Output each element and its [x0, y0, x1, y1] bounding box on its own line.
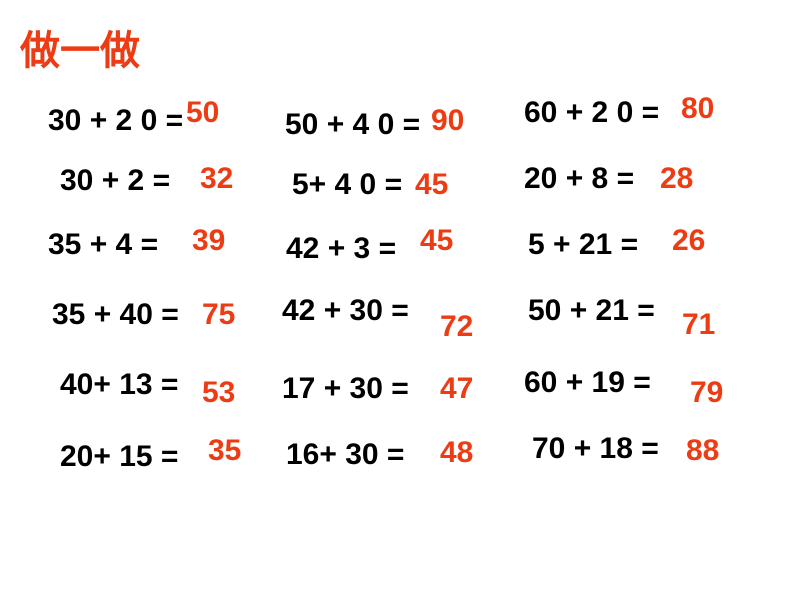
- equation-text: 42 + 3 =: [286, 232, 396, 266]
- answer-text: 48: [440, 436, 473, 470]
- equation-text: 70 + 18 =: [532, 432, 659, 466]
- equation-text: 50 + 21 =: [528, 294, 655, 328]
- answer-text: 45: [420, 224, 453, 258]
- answer-text: 72: [440, 310, 473, 344]
- equation-text: 17 + 30 =: [282, 372, 409, 406]
- equation-text: 16+ 30 =: [286, 438, 404, 472]
- equation-text: 30 + 2 =: [60, 164, 170, 198]
- answer-text: 28: [660, 162, 693, 196]
- equation-text: 5 + 21 =: [528, 228, 638, 262]
- equation-text: 30 + 2 0 =: [48, 104, 183, 138]
- answer-text: 50: [186, 96, 219, 130]
- equation-text: 35 + 4 =: [48, 228, 158, 262]
- answer-text: 47: [440, 372, 473, 406]
- equation-text: 60 + 2 0 =: [524, 96, 659, 130]
- equation-text: 60 + 19 =: [524, 366, 651, 400]
- answer-text: 88: [686, 434, 719, 468]
- answer-text: 45: [415, 168, 448, 202]
- equation-text: 42 + 30 =: [282, 294, 409, 328]
- answer-text: 39: [192, 224, 225, 258]
- answer-text: 75: [202, 298, 235, 332]
- answer-text: 79: [690, 376, 723, 410]
- equation-text: 5+ 4 0 =: [292, 168, 402, 202]
- answer-text: 90: [431, 104, 464, 138]
- answer-text: 53: [202, 376, 235, 410]
- answer-text: 80: [681, 92, 714, 126]
- worksheet-title: 做一做: [20, 18, 140, 76]
- answer-text: 32: [200, 162, 233, 196]
- equation-text: 35 + 40 =: [52, 298, 179, 332]
- answer-text: 71: [682, 308, 715, 342]
- equation-text: 40+ 13 =: [60, 368, 178, 402]
- equation-text: 50 + 4 0 =: [285, 108, 420, 142]
- answer-text: 26: [672, 224, 705, 258]
- answer-text: 35: [208, 434, 241, 468]
- equation-text: 20 + 8 =: [524, 162, 634, 196]
- equation-text: 20+ 15 =: [60, 440, 178, 474]
